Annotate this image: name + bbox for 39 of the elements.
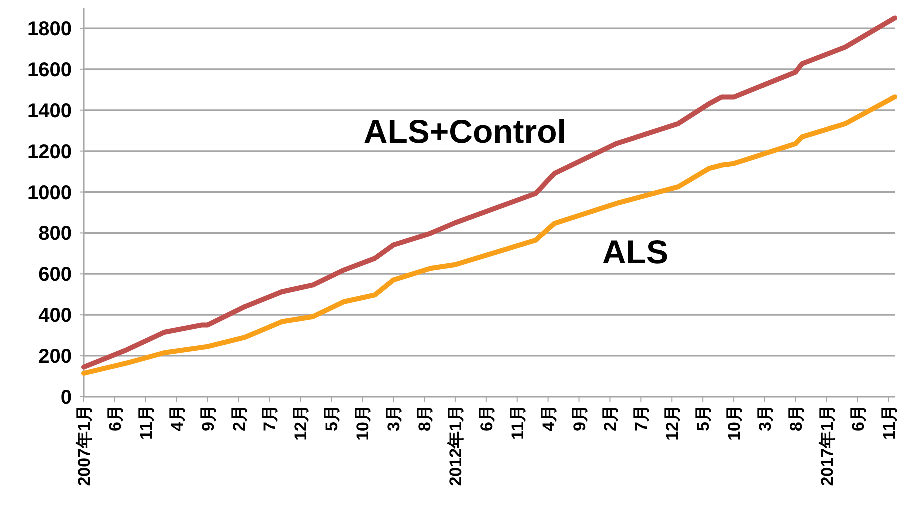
x-tick-label: 2017年1月	[818, 405, 837, 486]
x-tick-label: 9月	[198, 405, 218, 432]
y-tick-label: 200	[38, 346, 72, 368]
x-tick-label: 3月	[756, 405, 775, 432]
x-tick-label: 12月	[292, 405, 311, 441]
x-tick-label: 11月	[880, 405, 897, 440]
y-tick-label: 1200	[28, 141, 72, 164]
x-tick-label: 3月	[384, 405, 404, 432]
y-tick-label: 0	[60, 387, 72, 409]
x-tick-label: 10月	[725, 405, 744, 441]
y-tick-label: 1400	[28, 100, 72, 122]
x-tick-label: 2007年1月	[75, 405, 94, 486]
x-tick-label: 11月	[508, 405, 528, 440]
y-tick-label: 400	[38, 305, 72, 328]
x-tick-label: 6月	[477, 405, 496, 432]
x-tick-label: 11月	[136, 405, 156, 440]
x-tick-label: 10月	[354, 405, 373, 441]
x-tick-label: 2012年1月	[446, 405, 466, 486]
x-tick-label: 7月	[632, 405, 652, 432]
x-tick-label: 4月	[539, 405, 558, 432]
y-tick-label: 1600	[28, 59, 72, 82]
x-tick-label: 6月	[848, 405, 868, 432]
x-tick-label: 8月	[786, 405, 806, 432]
x-tick-label: 7月	[260, 405, 280, 432]
x-tick-label: 12月	[663, 405, 682, 441]
x-tick-label: 8月	[415, 405, 434, 432]
x-tick-label: 2月	[230, 405, 249, 432]
y-tick-label: 1000	[28, 182, 72, 204]
x-tick-label: 4月	[168, 405, 187, 432]
x-tick-label: 6月	[106, 405, 125, 432]
x-tick-label: 5月	[322, 405, 342, 432]
series-label: ALS+Control	[364, 112, 566, 150]
y-tick-label: 600	[38, 264, 72, 286]
y-tick-label: 800	[38, 223, 72, 246]
y-tick-label: 1800	[28, 18, 72, 40]
series-label: ALS	[602, 234, 668, 271]
x-tick-label: 9月	[570, 405, 590, 432]
x-tick-label: 2月	[601, 405, 620, 432]
x-tick-label: 5月	[694, 405, 714, 432]
